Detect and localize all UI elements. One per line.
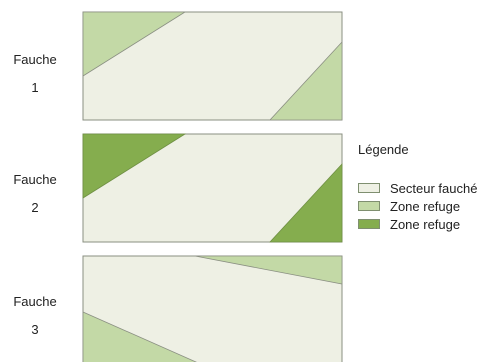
field-1-refuge-bottom-right (269, 40, 343, 121)
field-1-refuge-top-left (82, 11, 187, 77)
legend-swatch-mowed (358, 183, 380, 193)
row-label-3: Fauche 3 (0, 294, 70, 338)
legend-item-mowed: Secteur fauché (358, 179, 477, 197)
field-2-refuge-bottom-right (269, 162, 343, 243)
row-label-1-text: Fauche (13, 52, 57, 67)
row-label-1: Fauche 1 (0, 52, 70, 96)
legend-label-mowed: Secteur fauché (390, 180, 478, 196)
field-3-refuge-top-right (194, 255, 343, 285)
legend-label-refuge-light: Zone refuge (390, 198, 461, 214)
legend-title: Légende (358, 142, 409, 157)
field-3 (82, 255, 343, 362)
row-label-1-number: 1 (31, 80, 39, 95)
row-label-2: Fauche 2 (0, 172, 70, 216)
legend: Légende Secteur fauché Zone refuge Zone … (358, 142, 477, 233)
legend-item-refuge-dark: Zone refuge (358, 215, 477, 233)
field-3-refuge-bottom-left (82, 311, 197, 362)
row-label-2-number: 2 (31, 200, 39, 215)
field-2 (82, 133, 343, 243)
row-label-3-number: 3 (31, 322, 39, 337)
legend-swatch-refuge-dark (358, 219, 380, 229)
legend-swatch-refuge-light (358, 201, 380, 211)
legend-item-refuge-light: Zone refuge (358, 197, 477, 215)
row-label-2-text: Fauche (13, 172, 57, 187)
field-2-refuge-top-left (82, 133, 187, 199)
legend-label-refuge-dark: Zone refuge (390, 216, 461, 232)
row-label-3-text: Fauche (13, 294, 57, 309)
field-1 (82, 11, 343, 121)
